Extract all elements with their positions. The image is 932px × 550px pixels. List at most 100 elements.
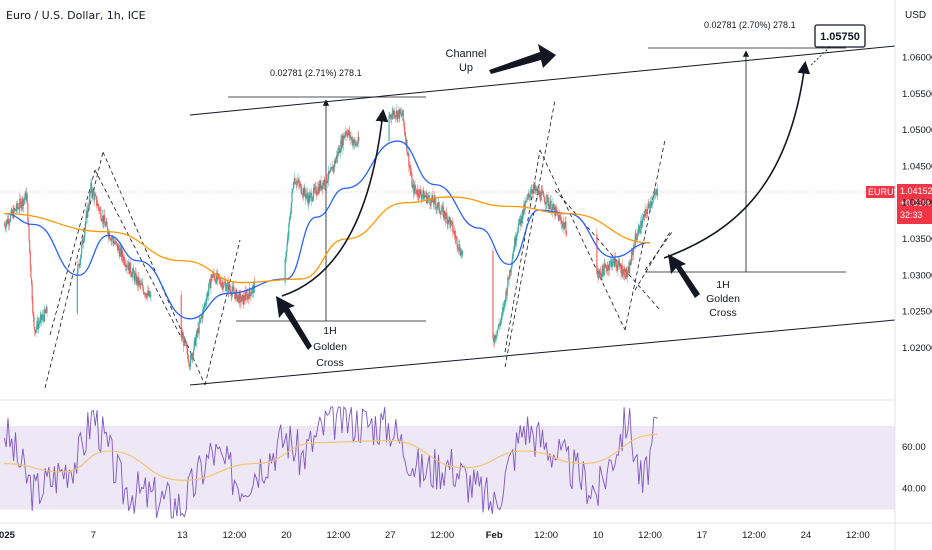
- price-candle: [498, 317, 500, 327]
- price-candle: [334, 157, 336, 173]
- price-candle: [350, 136, 352, 140]
- price-candle: [561, 216, 563, 230]
- price-candle: [353, 138, 356, 150]
- candle-body: [248, 295, 250, 300]
- price-candle: [425, 189, 427, 204]
- candle-body: [629, 262, 631, 265]
- candle-body: [510, 268, 512, 273]
- candle-body: [198, 321, 200, 334]
- price-candle: [403, 118, 405, 130]
- candle-body: [537, 189, 539, 195]
- candle-body: [338, 147, 341, 153]
- candle-body: [611, 260, 613, 268]
- price-candle: [389, 111, 391, 119]
- price-candle: [312, 183, 315, 202]
- candle-body: [44, 309, 46, 313]
- price-candle: [457, 248, 459, 255]
- candle-body: [109, 238, 111, 240]
- candle-body: [82, 240, 85, 244]
- price-candle: [415, 189, 417, 195]
- candle-body: [524, 202, 526, 210]
- candle-body: [402, 109, 404, 116]
- price-candle: [285, 251, 287, 264]
- price-candle: [6, 215, 9, 225]
- candle-body: [651, 202, 654, 204]
- price-candle: [89, 188, 91, 206]
- candle-body: [392, 110, 394, 116]
- candle-body: [206, 293, 208, 299]
- candle-body: [288, 223, 290, 236]
- price-candle: [388, 111, 390, 142]
- candle-body: [95, 194, 97, 197]
- price-candle: [445, 209, 447, 224]
- price-candle: [123, 254, 125, 266]
- price-candle: [137, 277, 139, 287]
- candle-body: [631, 250, 633, 252]
- price-candle: [22, 196, 24, 210]
- price-candle: [306, 186, 308, 200]
- candle-body: [201, 315, 203, 318]
- candle-body: [296, 181, 298, 185]
- price-candle: [422, 188, 424, 201]
- price-candle: [196, 329, 198, 339]
- price-candle: [655, 189, 657, 195]
- price-candle: [290, 207, 292, 219]
- candle-body: [428, 195, 430, 198]
- price-candle: [9, 218, 11, 227]
- price-candle: [535, 180, 537, 195]
- candle-body: [40, 314, 43, 321]
- candle-body: [346, 134, 348, 137]
- price-candle: [492, 248, 494, 341]
- price-candle: [653, 192, 655, 199]
- price-candle: [225, 284, 227, 292]
- price-candle: [518, 216, 521, 223]
- candle-body: [319, 180, 321, 190]
- price-candle: [129, 262, 131, 274]
- price-candle: [333, 164, 335, 174]
- candle-body: [454, 234, 456, 239]
- candle-body: [353, 139, 356, 143]
- candle-body: [40, 314, 42, 318]
- price-candle: [423, 191, 425, 200]
- candle-body: [9, 214, 12, 221]
- price-candle: [550, 195, 552, 214]
- candle-body: [635, 237, 638, 241]
- price-candle: [399, 108, 401, 114]
- price-candle: [629, 259, 631, 274]
- price-candle: [401, 112, 403, 117]
- candle-body: [309, 194, 311, 202]
- channel-up-arrow: [489, 44, 556, 74]
- candle-body: [316, 194, 318, 196]
- price-candle: [212, 274, 214, 279]
- candle-body: [623, 268, 625, 271]
- price-candle: [600, 272, 602, 279]
- candle-body: [133, 273, 135, 281]
- candle-body: [630, 262, 632, 265]
- candle-body: [598, 274, 600, 278]
- price-candle: [525, 200, 527, 205]
- candle-body: [77, 264, 79, 273]
- price-candle: [451, 221, 453, 227]
- candle-body: [140, 283, 142, 285]
- price-candle: [322, 179, 325, 188]
- price-candle: [215, 278, 217, 286]
- candle-body: [606, 268, 608, 272]
- candle-body: [333, 165, 335, 168]
- price-candle: [541, 185, 543, 196]
- price-candle: [141, 278, 143, 286]
- candle-body: [147, 290, 150, 296]
- price-candle: [126, 260, 128, 271]
- price-candle: [202, 306, 205, 315]
- zigzag-channel-line: [49, 169, 96, 336]
- price-candle: [24, 197, 26, 205]
- candle-body: [325, 173, 328, 183]
- candle-body: [493, 341, 495, 343]
- price-candle: [113, 236, 115, 247]
- candle-body: [437, 203, 439, 208]
- price-candle: [632, 248, 634, 261]
- candle-body: [608, 266, 610, 271]
- price-candle: [134, 270, 136, 286]
- candle-body: [541, 190, 543, 192]
- price-candle: [305, 194, 307, 202]
